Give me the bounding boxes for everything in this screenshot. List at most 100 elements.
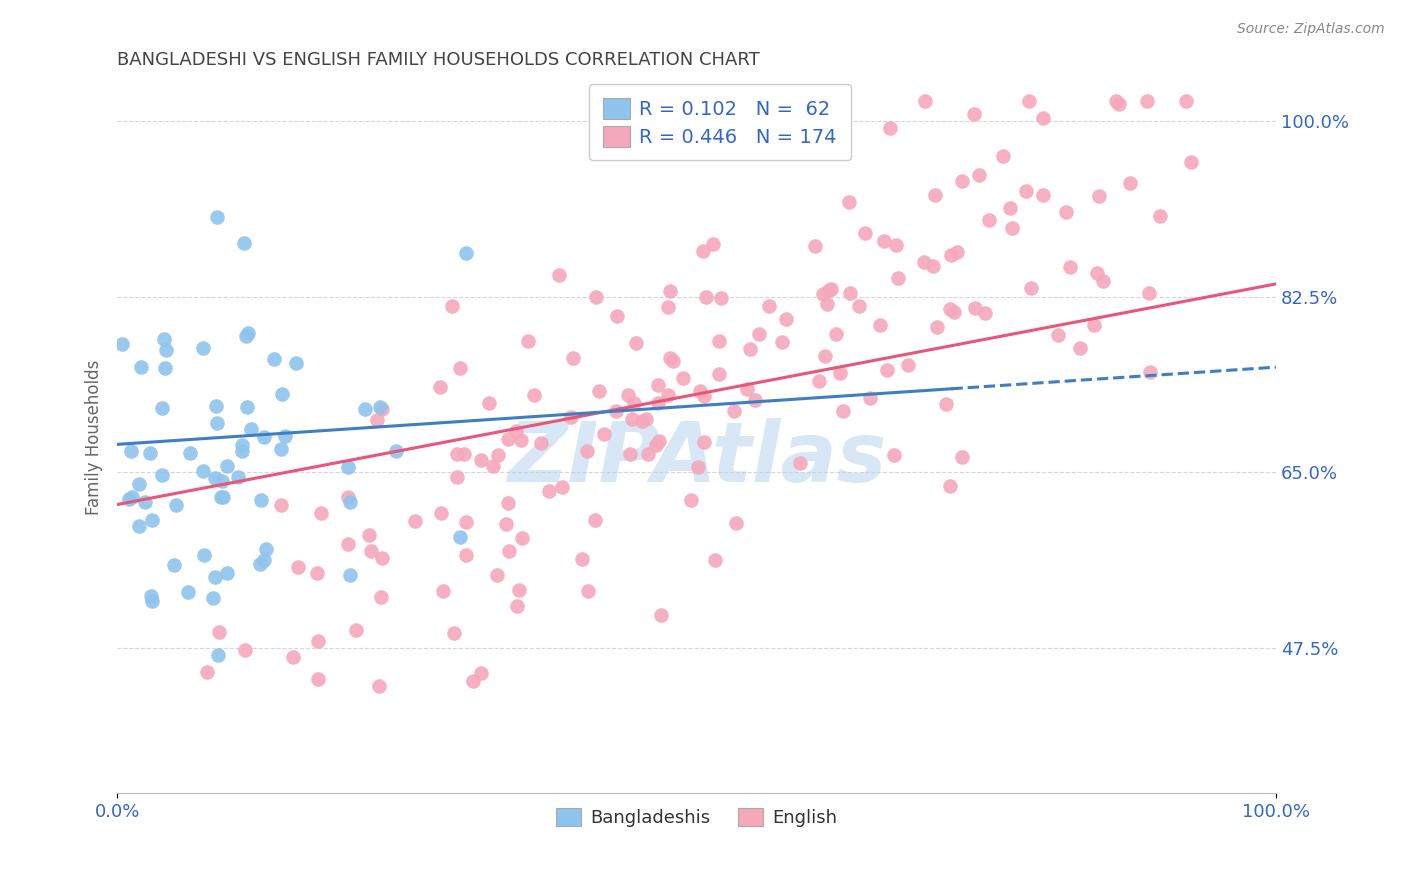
- Point: [510, 433, 533, 447]
- Point: [249, 492, 271, 507]
- Point: [914, 95, 936, 109]
- Point: [208, 625, 231, 640]
- Point: [576, 584, 599, 599]
- Point: [470, 666, 492, 681]
- Point: [838, 195, 860, 210]
- Point: [155, 343, 177, 357]
- Point: [446, 470, 468, 484]
- Point: [1137, 286, 1160, 301]
- Point: [707, 367, 730, 381]
- Point: [879, 120, 901, 135]
- Point: [449, 360, 471, 375]
- Point: [193, 548, 215, 562]
- Point: [1139, 365, 1161, 379]
- Point: [339, 567, 361, 582]
- Point: [128, 519, 150, 533]
- Point: [284, 356, 307, 370]
- Point: [271, 387, 294, 401]
- Point: [309, 506, 332, 520]
- Point: [689, 384, 711, 398]
- Point: [869, 318, 891, 332]
- Point: [359, 528, 381, 542]
- Point: [859, 391, 882, 405]
- Point: [430, 506, 453, 520]
- Point: [371, 551, 394, 566]
- Point: [454, 549, 477, 563]
- Point: [486, 567, 509, 582]
- Point: [191, 341, 214, 355]
- Point: [496, 432, 519, 446]
- Point: [1108, 97, 1130, 112]
- Point: [179, 446, 201, 460]
- Point: [1136, 95, 1159, 109]
- Point: [820, 282, 842, 296]
- Point: [927, 319, 949, 334]
- Point: [211, 474, 233, 488]
- Point: [191, 464, 214, 478]
- Point: [232, 236, 254, 251]
- Point: [150, 401, 173, 416]
- Point: [938, 479, 960, 493]
- Point: [235, 328, 257, 343]
- Point: [134, 495, 156, 509]
- Point: [710, 291, 733, 305]
- Point: [965, 301, 987, 316]
- Point: [404, 514, 426, 528]
- Point: [897, 358, 920, 372]
- Point: [283, 649, 305, 664]
- Point: [202, 591, 225, 605]
- Point: [287, 560, 309, 574]
- Point: [478, 396, 501, 410]
- Point: [1047, 328, 1070, 343]
- Point: [922, 259, 945, 273]
- Point: [217, 459, 239, 474]
- Point: [657, 387, 679, 401]
- Point: [952, 173, 974, 187]
- Point: [366, 413, 388, 427]
- Point: [693, 389, 716, 403]
- Point: [129, 359, 152, 374]
- Point: [305, 566, 328, 580]
- Point: [537, 483, 560, 498]
- Point: [1083, 318, 1105, 332]
- Point: [924, 187, 946, 202]
- Point: [207, 648, 229, 662]
- Point: [912, 255, 935, 269]
- Point: [583, 513, 606, 527]
- Point: [508, 582, 530, 597]
- Point: [215, 566, 238, 581]
- Point: [644, 438, 666, 452]
- Point: [650, 607, 672, 622]
- Point: [688, 459, 710, 474]
- Point: [723, 404, 745, 418]
- Point: [495, 516, 517, 531]
- Point: [973, 306, 995, 320]
- Point: [226, 470, 249, 484]
- Point: [446, 447, 468, 461]
- Point: [815, 297, 838, 311]
- Point: [205, 210, 228, 224]
- Point: [848, 299, 870, 313]
- Point: [141, 594, 163, 608]
- Point: [945, 245, 967, 260]
- Point: [811, 287, 834, 301]
- Point: [307, 672, 329, 686]
- Point: [249, 557, 271, 571]
- Point: [692, 244, 714, 259]
- Point: [571, 551, 593, 566]
- Point: [977, 213, 1000, 227]
- Point: [163, 558, 186, 573]
- Point: [808, 374, 831, 388]
- Point: [647, 377, 669, 392]
- Point: [620, 411, 643, 425]
- Point: [770, 334, 793, 349]
- Point: [153, 360, 176, 375]
- Point: [121, 490, 143, 504]
- Point: [561, 351, 583, 365]
- Point: [510, 531, 533, 545]
- Point: [231, 444, 253, 458]
- Point: [205, 399, 228, 413]
- Point: [588, 384, 610, 399]
- Point: [120, 444, 142, 458]
- Point: [274, 429, 297, 443]
